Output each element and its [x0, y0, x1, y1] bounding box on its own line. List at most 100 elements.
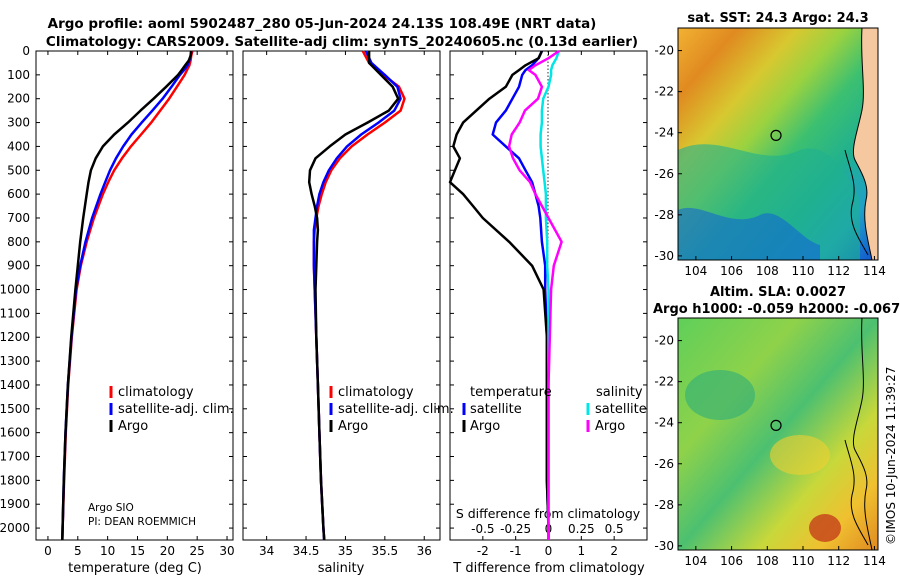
map-lat-tick-label: -26 [654, 457, 674, 471]
legend-title-temperature: temperature [470, 385, 552, 400]
depth-axis: 0 100 200 300 400 500 600 700 800 900 1000 1100 1200… [0, 44, 647, 535]
depth-tick-label: 900 [7, 259, 30, 273]
salinity-panel [242, 50, 441, 541]
s-difference-tick-label: 0.25 [568, 522, 595, 536]
x-tick-label: 35 [338, 544, 353, 558]
depth-tick-label: 1600 [0, 426, 30, 440]
figure-title-line1: Argo profile: aoml 5902487_280 05-Jun-20… [48, 16, 597, 32]
map-lat-tick-label: -22 [654, 375, 674, 389]
map-lon-tick-label: 108 [756, 264, 779, 278]
depth-tick-label: 700 [7, 211, 30, 225]
x-tick-label: 1 [578, 544, 586, 558]
map-lon-tick-label: 110 [792, 554, 815, 568]
sla-map-title: Altim. SLA: 0.0027 [710, 285, 846, 300]
map-lat-tick-label: -30 [654, 539, 674, 553]
map-lon-tick-label: 104 [684, 264, 707, 278]
depth-tick-label: 200 [7, 92, 30, 106]
argo-credit: Argo SIO [88, 502, 134, 514]
series-line-climatology [312, 50, 406, 541]
difference-profile-lines [448, 49, 563, 540]
t-difference-axis-label: T difference from climatology [452, 561, 645, 576]
series-line-salinity-argo [507, 49, 563, 540]
salinity-profile-lines [307, 50, 406, 541]
australia-landmass [852, 28, 878, 260]
map-lat-tick-label: -20 [654, 44, 674, 58]
x-tick-label: -2 [477, 544, 489, 558]
x-tick-label: 5 [74, 544, 82, 558]
series-line-argo [61, 50, 193, 541]
x-tick-label: 34.5 [293, 544, 320, 558]
legend-title-salinity: salinity [596, 385, 643, 400]
legend-label-salinity-argo: Argo [595, 419, 625, 434]
depth-tick-label: 2000 [0, 521, 30, 535]
sla-low-patch [685, 370, 755, 420]
x-tick-label: 34 [259, 544, 274, 558]
s-difference-tick-label: 0.5 [605, 522, 624, 536]
sst-map-frame [677, 27, 879, 261]
legend-label-climatology: climatology [118, 385, 194, 400]
x-tick-label: 25 [190, 544, 205, 558]
temperature-axis-label: temperature (deg C) [68, 561, 202, 576]
map-lat-tick-label: -24 [654, 126, 674, 140]
depth-tick-label: 1100 [0, 306, 30, 320]
series-line-argo [307, 51, 400, 541]
depth-tick-label: 600 [7, 187, 30, 201]
map-lat-tick-label: -20 [654, 334, 674, 348]
temperature-x-axis: 0 5 10 15 20 25 30 [44, 51, 235, 558]
map-lon-tick-label: 114 [863, 554, 886, 568]
legend-label-temperature-satellite: satellite [470, 402, 522, 417]
difference-legend: temperature satellite Argo salinity sate… [462, 385, 647, 434]
depth-tick-label: 1800 [0, 473, 30, 487]
sla-field [678, 318, 878, 550]
pi-credit: PI: DEAN ROEMMICH [88, 516, 196, 528]
imos-timestamp: ©IMOS 10-Jun-2024 11:39:27 [884, 367, 898, 545]
map-lat-tick-label: -30 [654, 249, 674, 263]
t-difference-x-axis: -2 -1 0 1 2 [477, 51, 618, 558]
map-lon-tick-label: 106 [720, 264, 743, 278]
legend-label-argo: Argo [338, 419, 368, 434]
x-tick-label: -1 [510, 544, 522, 558]
depth-tick-label: 1400 [0, 378, 30, 392]
sla-map [678, 318, 878, 550]
sst-map-title: sat. SST: 24.3 Argo: 24.3 [687, 11, 868, 26]
map-lat-tick-label: -22 [654, 85, 674, 99]
depth-tick-label: 500 [7, 163, 30, 177]
map-lon-tick-label: 106 [720, 554, 743, 568]
sla-map-subtitle: Argo h1000: -0.059 h2000: -0.067 [653, 302, 900, 317]
series-line-temperature-argo [448, 50, 550, 540]
salinity-axis-label: salinity [318, 561, 365, 576]
depth-tick-label: 1200 [0, 330, 30, 344]
depth-tick-label: 800 [7, 235, 30, 249]
x-tick-label: 2 [610, 544, 618, 558]
depth-tick-label: 1300 [0, 354, 30, 368]
sst-map-axes: 104 106 108 110 112 114 -20 -22 -24 -26 -28 -30 [654, 44, 885, 278]
legend-label-satellite: satellite-adj. clim. [118, 402, 234, 417]
figure-title-line2: Climatology: CARS2009. Satellite-adj cli… [46, 34, 638, 50]
sla-map-axes: 104 106 108 110 112 114 -20 -22 -24 -26 -28 -30 [654, 334, 885, 568]
map-lon-tick-label: 110 [792, 264, 815, 278]
legend-label-climatology: climatology [338, 385, 414, 400]
legend-label-satellite: satellite-adj. clim. [338, 402, 454, 417]
x-tick-label: 35.5 [371, 544, 398, 558]
sla-map-frame [677, 317, 879, 551]
x-tick-label: 0 [545, 544, 553, 558]
s-difference-tick-label: -0.25 [500, 522, 531, 536]
s-difference-axis: -0.5 -0.25 0 0.25 0.5 [471, 522, 624, 536]
legend-label-salinity-satellite: satellite [595, 402, 647, 417]
depth-tick-label: 1500 [0, 402, 30, 416]
depth-tick-label: 300 [7, 116, 30, 130]
x-tick-label: 20 [160, 544, 175, 558]
depth-tick-label: 1700 [0, 450, 30, 464]
salinity-legend: climatology satellite-adj. clim. Argo [329, 385, 454, 434]
coastline [844, 439, 869, 546]
map-lon-tick-label: 108 [756, 554, 779, 568]
s-difference-tick-label: -0.5 [471, 522, 494, 536]
coastline [844, 149, 869, 256]
temperature-panel [35, 50, 234, 541]
sst-map [678, 28, 878, 260]
temperature-profile-lines [61, 50, 194, 541]
sla-high-patch [809, 514, 841, 542]
x-tick-label: 10 [100, 544, 115, 558]
legend-label-argo: Argo [118, 419, 148, 434]
legend-label-temperature-argo: Argo [470, 419, 500, 434]
